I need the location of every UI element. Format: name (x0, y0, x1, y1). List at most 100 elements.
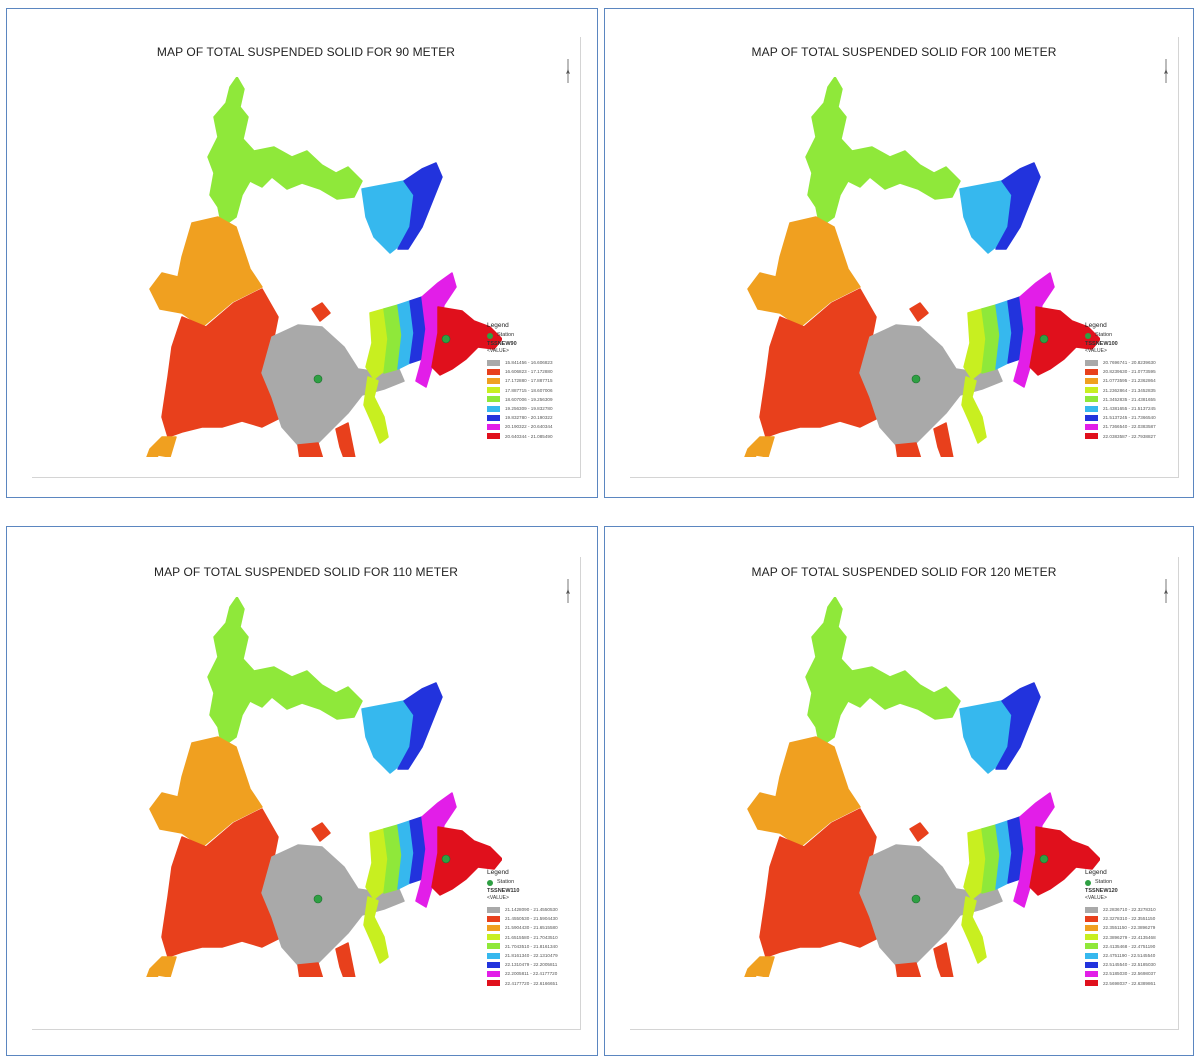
legend-swatch (487, 368, 500, 375)
legend-range-label: 18.607006 - 19.256309 (505, 396, 553, 402)
station-dot-icon (1085, 332, 1091, 339)
tss-zone (744, 956, 775, 977)
legend-range-label: 19.832780 - 20.190322 (505, 415, 553, 421)
legend-swatch (487, 359, 500, 366)
legend-range-label: 21.4550530 - 21.5904430 (505, 916, 558, 922)
station-label: Station (497, 332, 515, 338)
tss-zone (161, 288, 283, 438)
legend-swatch (1085, 952, 1098, 959)
legend-class-row: 21.8161340 - 22.1310479 (487, 951, 579, 960)
legend-range-label: 22.1310479 - 22.2005811 (505, 962, 558, 968)
tss-zone (1029, 306, 1100, 376)
tss-zone (335, 942, 356, 977)
legend-swatch (487, 952, 500, 959)
legend-class-row: 21.0773595 - 21.2362864 (1085, 376, 1177, 385)
station-marker (911, 894, 921, 904)
tss-zone (933, 422, 954, 457)
legend-class-row: 21.5904430 - 21.6515580 (487, 923, 579, 932)
legend-station: Station (487, 332, 579, 339)
station-marker (1039, 334, 1049, 344)
legend-swatch (487, 961, 500, 968)
legend-class-row: 22.5185030 - 22.5698037 (1085, 969, 1177, 978)
legend-swatch (1085, 924, 1098, 931)
legend-range-label: 22.4177720 - 22.6166651 (505, 980, 558, 986)
legend-swatch (1085, 906, 1098, 913)
tss-zone (759, 808, 881, 958)
tss-zone (961, 896, 987, 964)
legend-swatch (487, 915, 500, 922)
station-marker (313, 374, 323, 384)
tss-zone (335, 422, 356, 457)
legend-range-label: 22.5185030 - 22.5698037 (1103, 971, 1156, 977)
legend-value-header: <VALUE> (1085, 895, 1107, 901)
map-layout-page: MAP OF TOTAL SUSPENDED SOLID FOR 120 MET… (630, 557, 1179, 1030)
north-arrow-icon (1162, 57, 1170, 85)
tss-zone (146, 956, 177, 977)
legend-station: Station (1085, 879, 1177, 886)
legend-layer-name: TSSNEW100 (1085, 341, 1118, 347)
tss-zone (363, 896, 389, 964)
tss-zone (161, 808, 283, 958)
tss-zone (933, 942, 954, 977)
reservoir-map (146, 597, 502, 977)
map-layout-page: MAP OF TOTAL SUSPENDED SOLID FOR 90 METE… (32, 37, 581, 478)
map-legend: Legend Station TSSNEW120 <VALUE> 22.2836… (1085, 869, 1177, 988)
legend-class-row: 22.4751190 - 22.5145540 (1085, 951, 1177, 960)
legend-station: Station (1085, 332, 1177, 339)
legend-range-label: 20.190322 - 20.640344 (505, 424, 553, 430)
tss-zone (311, 822, 331, 842)
legend-swatch (487, 423, 500, 430)
tss-zone (744, 436, 775, 457)
legend-class-row: 22.4135468 - 22.4751190 (1085, 942, 1177, 951)
legend-class-row: 17.172880 - 17.887715 (487, 376, 579, 385)
tss-zone (909, 302, 929, 322)
legend-class-row: 16.606823 - 17.172880 (487, 367, 579, 376)
tss-zone (431, 306, 502, 376)
legend-swatch (487, 414, 500, 421)
legend-swatch (1085, 433, 1098, 440)
legend-range-label: 21.3452835 - 21.4381655 (1103, 396, 1156, 402)
tss-zone (311, 302, 331, 322)
legend-swatch (487, 934, 500, 941)
legend-swatch (487, 396, 500, 403)
legend-range-label: 19.256309 - 19.832780 (505, 406, 553, 412)
legend-class-row: 20.640344 - 21.085490 (487, 432, 579, 441)
legend-swatch (487, 387, 500, 394)
tss-zone (149, 736, 263, 848)
legend-class-row: 22.4177720 - 22.6166651 (487, 979, 579, 988)
legend-classes: 22.2836710 - 22.3278310 22.3278310 - 22.3… (1085, 905, 1177, 988)
north-arrow-icon (564, 577, 572, 605)
map-legend: Legend Station TSSNEW110 <VALUE> 21.1428… (487, 869, 579, 988)
legend-swatch (487, 405, 500, 412)
legend-swatch (1085, 980, 1098, 987)
legend-title: Legend (487, 322, 509, 329)
tss-zone (895, 962, 922, 977)
tss-zone (747, 736, 861, 848)
map-layout-page: MAP OF TOTAL SUSPENDED SOLID FOR 100 MET… (630, 37, 1179, 478)
legend-swatch (1085, 961, 1098, 968)
legend-swatch (487, 377, 500, 384)
station-marker (911, 374, 921, 384)
tss-zone (149, 216, 263, 328)
tss-zone (995, 682, 1041, 770)
tss-zone (207, 77, 363, 228)
legend-swatch (1085, 943, 1098, 950)
legend-swatch (1085, 387, 1098, 394)
map-panel-110m: MAP OF TOTAL SUSPENDED SOLID FOR 110 MET… (6, 526, 598, 1056)
tss-zone (397, 682, 443, 770)
legend-class-row: 21.7043510 - 21.8161340 (487, 942, 579, 951)
map-legend: Legend Station TSSNEW90 <VALUE> 15.84145… (487, 322, 579, 441)
legend-value-header: <VALUE> (487, 348, 509, 354)
north-arrow-icon (1162, 577, 1170, 605)
map-panel-120m: MAP OF TOTAL SUSPENDED SOLID FOR 120 MET… (604, 526, 1194, 1056)
legend-classes: 20.7696741 - 20.8239630 20.8239630 - 21.0… (1085, 358, 1177, 441)
legend-class-row: 22.1310479 - 22.2005811 (487, 960, 579, 969)
legend-class-row: 19.256309 - 19.832780 (487, 404, 579, 413)
legend-class-row: 21.2362864 - 21.3452835 (1085, 386, 1177, 395)
tss-zone (961, 376, 987, 444)
tss-zone (909, 822, 929, 842)
legend-swatch (487, 970, 500, 977)
map-title: MAP OF TOTAL SUSPENDED SOLID FOR 90 METE… (156, 45, 456, 59)
legend-class-row: 21.5137245 - 21.7366540 (1085, 413, 1177, 422)
legend-class-row: 20.7696741 - 20.8239630 (1085, 358, 1177, 367)
